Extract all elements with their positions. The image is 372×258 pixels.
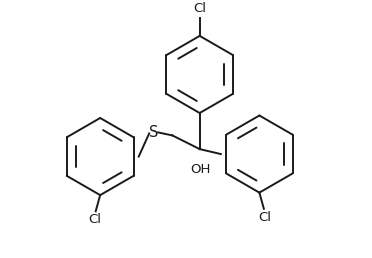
Text: Cl: Cl — [193, 2, 206, 15]
Text: Cl: Cl — [88, 213, 101, 226]
Text: S: S — [149, 125, 158, 140]
Text: Cl: Cl — [258, 211, 271, 224]
Text: OH: OH — [191, 163, 211, 176]
